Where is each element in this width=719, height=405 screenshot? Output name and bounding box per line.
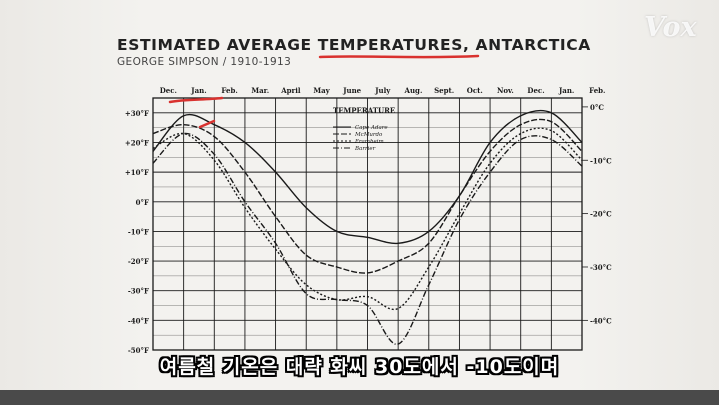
- x-tick-label: June: [342, 86, 361, 95]
- y-left-tick-label: +10°F: [125, 168, 149, 177]
- legend-entry: Barrier: [354, 146, 376, 152]
- title-underline: [318, 54, 480, 59]
- legend-title: TEMPERATURE: [333, 106, 395, 115]
- y-left-tick-label: +20°F: [125, 138, 149, 147]
- x-tick-label: Oct.: [467, 86, 483, 95]
- chart-plot-area: Dec. Jan. Feb. Mar. April May June July Aug. Sept…: [125, 86, 612, 355]
- y-right-tick-label: -30°C: [590, 263, 612, 272]
- series-line-barrier: [152, 132, 583, 345]
- x-tick-label: Nov.: [497, 86, 514, 95]
- x-tick-label: April: [280, 86, 301, 95]
- y-left-tick-label: -10°F: [128, 227, 149, 236]
- legend-entry: McMurdo: [354, 132, 383, 138]
- x-tick-label: Dec.: [527, 86, 544, 95]
- x-tick-label: Jan.: [558, 86, 574, 95]
- page-subtitle: GEORGE SIMPSON / 1910-1913: [117, 56, 292, 68]
- series-line-cape-adare: [152, 109, 583, 245]
- y-left-tick-label: +30°F: [125, 109, 149, 118]
- y-right-tick-label: -10°C: [590, 156, 612, 165]
- y-right-tick-label: -20°C: [590, 210, 612, 219]
- highlight-mark: [198, 119, 216, 129]
- x-tick-label: July: [374, 86, 391, 95]
- y-left-tick-label: -50°F: [128, 346, 149, 355]
- x-tick-label: Sept.: [434, 86, 454, 95]
- video-progress-bar[interactable]: [0, 390, 719, 405]
- series-line-mcmurdo: [152, 118, 583, 274]
- y-right-tick-label: 0°C: [590, 103, 604, 112]
- page-title: ESTIMATED AVERAGE TEMPERATURES, ANTARCTI…: [117, 36, 591, 54]
- y-left-tick-label: -20°F: [128, 257, 149, 266]
- x-tick-label: Jan.: [190, 86, 206, 95]
- x-tick-label: Mar.: [251, 86, 269, 95]
- x-tick-label: Dec.: [160, 86, 177, 95]
- y-left-tick-label: -40°F: [128, 316, 149, 325]
- x-tick-label: Aug.: [404, 86, 423, 95]
- y-right-tick-label: -40°C: [590, 316, 612, 325]
- x-tick-label: May: [313, 86, 330, 95]
- video-caption: 여름철 기온은 대략 화씨 30도에서 -10도이며: [159, 356, 560, 378]
- legend-entry: Framheim: [354, 139, 384, 145]
- x-tick-label: Feb.: [589, 86, 605, 95]
- series-line-framheim: [152, 127, 583, 311]
- highlight-stroke: [168, 96, 224, 104]
- x-tick-label: Feb.: [221, 86, 237, 95]
- legend-entry: Cape Adare: [355, 125, 388, 131]
- y-left-tick-label: 0°F: [136, 198, 149, 207]
- y-left-tick-label: -30°F: [128, 287, 149, 296]
- vox-logo: Vox: [644, 12, 697, 43]
